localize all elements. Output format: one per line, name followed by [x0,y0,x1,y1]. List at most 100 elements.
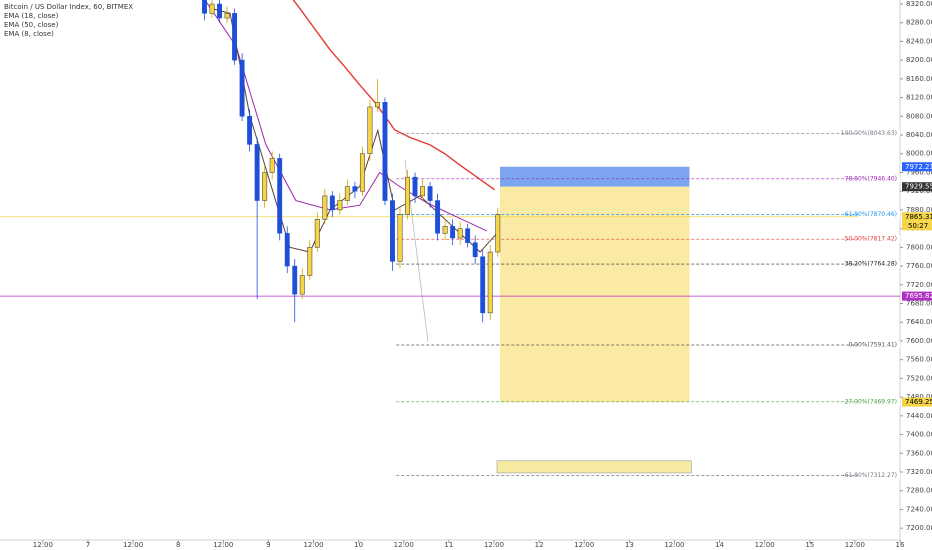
candle-body [344,186,350,201]
candle-body [247,116,253,145]
legend-title: Bitcoin / US Dollar Index, 60, BITMEX [4,3,133,11]
fib-label-bg [858,174,900,183]
y-tick-label: 8240.00 [906,37,932,45]
y-tick-label: 7360.00 [906,449,932,457]
candle-body [480,256,486,314]
candle-body [314,219,320,248]
fib-label-bg [858,235,900,244]
position-box [500,166,690,187]
candle-body [442,226,448,234]
fib-label-bg [858,260,900,269]
candle-body [307,247,313,276]
y-tick-label: 8040.00 [906,131,932,139]
y-tick-label: 7720.00 [906,281,932,289]
x-tick-label: 11 [444,541,453,549]
candle-body [322,195,328,220]
candle-body [217,3,222,19]
x-tick-label: 12:00 [394,541,414,549]
y-tick-label: 7240.00 [906,505,932,513]
fib-label-bg [858,210,900,219]
candle-body [262,172,268,201]
candle-body [329,195,335,211]
legend-entry: EMA (18, close) [4,12,59,20]
price-label-bg [902,212,932,222]
y-tick-label: 8320.00 [906,0,932,8]
candle-body [359,153,365,192]
y-tick-label: 8120.00 [906,94,932,102]
y-tick-label: 7880.00 [906,206,932,214]
x-tick-label: 12:00 [33,541,53,549]
x-tick-label: 12:00 [303,541,323,549]
ema-line [292,0,496,191]
y-tick-label: 7960.00 [906,168,932,176]
candle-body [405,176,410,215]
candle-body [374,102,380,108]
fib-label-bg [858,340,900,349]
candle-body [435,200,441,234]
y-tick-label: 7640.00 [906,318,932,326]
fib-label: 78.60%(7946.40) [845,175,897,182]
fib-label-bg [858,471,900,480]
price-label: 7929.55 [905,183,932,191]
candle-body [367,106,373,154]
candle-body [427,186,433,201]
x-tick-label: 12:00 [574,541,594,549]
candle-body [202,0,207,14]
price-label: 7972.21 [905,163,932,171]
fib-label-bg [858,397,900,406]
candle-body [472,242,478,257]
y-tick-label: 7320.00 [906,468,932,476]
candle-body [292,265,298,295]
fib-label: 100.00%(8043.63) [841,130,897,137]
price-label-bg [902,182,932,192]
price-label: 7469.25 [905,398,932,406]
candle-body [277,158,283,234]
y-tick-label: 8200.00 [906,56,932,64]
candle-body [457,228,463,239]
candle-body [232,13,238,61]
y-tick-label: 7480.00 [906,393,932,401]
fib-label: 38.20%(7764.28) [845,261,897,268]
candle-body [420,186,426,197]
y-tick-label: 7600.00 [906,337,932,345]
x-tick-label: 16 [896,541,905,549]
y-tick-label: 7760.00 [906,262,932,270]
y-tick-label: 7800.00 [906,243,932,251]
candle-body [239,59,245,117]
legend-entry: EMA (50, close) [4,21,59,29]
candle-body [390,200,395,262]
x-tick-label: 7 [86,541,90,549]
price-label-bg [902,291,932,301]
candle-body [397,214,403,262]
x-tick-label: 12 [535,541,544,549]
x-tick-label: 12:00 [213,541,233,549]
x-tick-label: 12:00 [755,541,775,549]
price-label-bg [902,397,932,407]
x-tick-label: 12:00 [484,541,504,549]
price-label-bg [902,162,932,172]
y-tick-label: 8280.00 [906,19,932,27]
x-tick-label: 12:00 [123,541,143,549]
candle-body [495,214,501,253]
x-tick-label: 15 [805,541,814,549]
price-label: 7695.82 [905,292,932,300]
y-tick-label: 7680.00 [906,300,932,308]
fib-label: 50.00%(7817.42) [845,236,897,243]
x-tick-label: 12:00 [664,541,684,549]
x-tick-label: 13 [625,541,634,549]
fib-label: 0.00%(7591.41) [848,341,897,348]
fib-label: 61.80%(7870.46) [845,211,897,218]
countdown-bg [902,221,932,231]
y-tick-label: 7440.00 [906,412,932,420]
candle-body [487,251,493,314]
fib-label-bg [858,129,900,138]
x-tick-label: 14 [715,541,724,549]
candle-body [465,228,471,243]
candle-body [209,3,215,14]
x-tick-label: 12:00 [845,541,865,549]
candle-body [450,226,456,239]
y-tick-label: 7200.00 [906,524,932,532]
candle-body [337,200,343,211]
